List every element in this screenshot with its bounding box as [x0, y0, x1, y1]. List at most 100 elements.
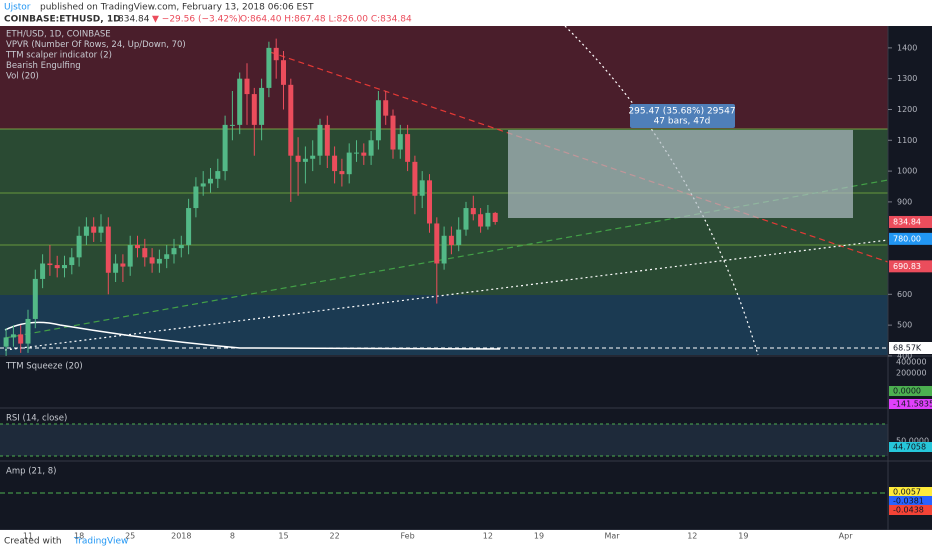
- x-tick-label: 11: [23, 532, 33, 541]
- pane-scale-label: 400000: [896, 358, 927, 367]
- author: Ujstor: [4, 3, 31, 13]
- price-label-box: [889, 260, 932, 273]
- pane-title: RSI (14, close): [6, 414, 67, 424]
- candle-body: [142, 248, 148, 258]
- candle-body: [492, 212, 498, 222]
- y-tick-label: 1000: [897, 167, 917, 176]
- candle-body: [332, 155, 338, 172]
- candle-body: [10, 334, 16, 338]
- candle-body: [273, 47, 279, 61]
- y-tick-label: 1100: [897, 136, 917, 145]
- candle-body: [171, 248, 177, 255]
- candle-body: [98, 226, 104, 233]
- candle-body: [463, 208, 469, 230]
- candle-body: [120, 263, 126, 267]
- legend-item: VPVR (Number Of Rows, 24, Up/Down, 70): [6, 40, 186, 50]
- price-label-box: [889, 215, 932, 228]
- pane-title: Amp (21, 8): [6, 467, 56, 477]
- price-label: 690.83: [893, 262, 921, 271]
- x-tick-label: 8: [230, 532, 235, 541]
- candle-body: [302, 158, 308, 162]
- candle-body: [478, 214, 484, 227]
- pane-title: TTM Squeeze (20): [5, 362, 83, 372]
- x-tick-label: Mar: [604, 532, 620, 541]
- candle-body: [470, 208, 476, 215]
- candle-body: [339, 171, 345, 175]
- candle-body: [259, 87, 265, 125]
- pane-value-box: [889, 386, 932, 396]
- x-tick-label: 18: [74, 532, 84, 541]
- price: 834.84: [118, 15, 150, 25]
- trendline: [564, 25, 759, 356]
- candle-body: [485, 212, 491, 227]
- measure-line2: 47 bars, 47d: [654, 117, 711, 127]
- candle-body: [288, 84, 294, 156]
- candle-body: [419, 180, 425, 196]
- footer-created: Created with: [4, 537, 62, 547]
- x-tick-label: 15: [278, 532, 288, 541]
- y-tick-label: 1200: [897, 105, 917, 114]
- legend-item: Vol (20): [6, 72, 39, 82]
- candle-body: [208, 178, 213, 184]
- candle-body: [354, 152, 359, 154]
- candle-body: [156, 258, 162, 264]
- legend-item: TTM scalper indicator (2): [5, 51, 112, 61]
- pane-scale-label: 50.0000: [896, 437, 929, 446]
- candle-body: [149, 257, 155, 264]
- footer-bg: [0, 530, 932, 550]
- candle-body: [244, 78, 250, 95]
- candle-body: [448, 235, 454, 246]
- x-tick-label: 19: [534, 532, 544, 541]
- trendline: [4, 239, 889, 351]
- candle-body: [25, 318, 31, 344]
- x-tick-label: Feb: [401, 532, 415, 541]
- candle-body: [375, 100, 381, 141]
- candle-body: [405, 134, 411, 162]
- volume-label-box: [889, 342, 932, 354]
- candle-body: [54, 265, 60, 269]
- candle-body: [397, 134, 403, 150]
- candle-body: [91, 226, 97, 233]
- candle-body: [113, 263, 119, 273]
- candle-body: [18, 334, 24, 344]
- candle-body: [47, 263, 53, 266]
- candle-body: [186, 208, 192, 246]
- candle-body: [251, 94, 257, 125]
- trendline: [269, 51, 889, 263]
- pane-value-box: [889, 505, 932, 515]
- measure-label: [630, 104, 735, 128]
- x-tick-label: 25: [125, 532, 135, 541]
- legend-item: ETH/USD, 1D, COINBASE: [6, 30, 111, 40]
- rsi-band: [0, 424, 888, 456]
- candle-body: [76, 235, 82, 258]
- zone-blue: [0, 295, 888, 355]
- candle-body: [361, 152, 367, 156]
- x-tick-label: Apr: [839, 532, 854, 541]
- candle-body: [40, 263, 46, 279]
- volume-label: 68.57K: [893, 344, 922, 353]
- y-tick-label: 900: [897, 197, 912, 206]
- pane-value: -0.0381: [893, 497, 924, 506]
- candle-body: [83, 226, 89, 236]
- pane-value: -141.5835: [893, 400, 932, 409]
- candle-body: [164, 254, 170, 259]
- pane-value: 44.7058: [893, 443, 926, 452]
- candle-body: [178, 245, 184, 249]
- candle-body: [229, 124, 235, 126]
- candle-body: [310, 155, 316, 159]
- y-tick-label: 1300: [897, 74, 917, 83]
- pane-value-box: [889, 496, 932, 506]
- candle-body: [281, 60, 286, 85]
- ohlc: O:864.40 H:867.48 L:826.00 C:834.84: [240, 15, 412, 25]
- published: published on TradingView.com, February 1…: [40, 3, 314, 13]
- candle-body: [215, 171, 221, 179]
- candle-body: [368, 140, 374, 156]
- y-tick-label: 400: [897, 351, 912, 360]
- candle-body: [193, 186, 199, 209]
- candle-body: [127, 245, 133, 267]
- price-label: 834.84: [893, 217, 921, 226]
- footer-brand: TradingView: [73, 537, 128, 547]
- candle-body: [69, 257, 75, 266]
